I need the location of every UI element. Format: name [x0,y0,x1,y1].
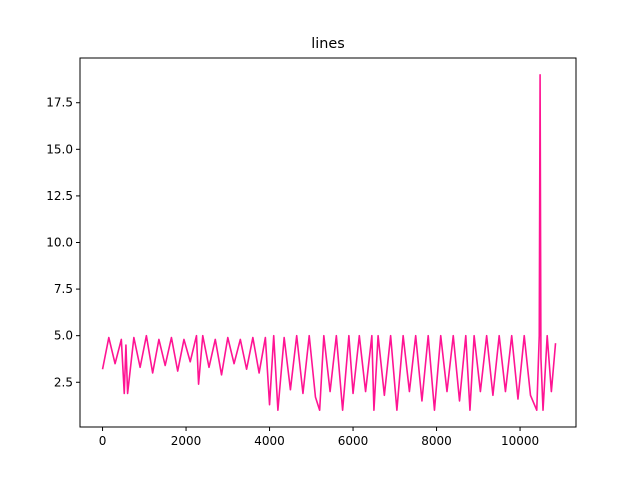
x-tick-label: 0 [99,434,107,448]
chart-title: lines [311,36,344,52]
plot-area [101,73,557,412]
y-tick-label: 17.5 [46,96,73,110]
x-tick-label: 8000 [421,434,452,448]
x-tick-label: 4000 [254,434,285,448]
series-line-0 [101,73,557,412]
y-tick-label: 2.5 [54,375,73,389]
y-tick-label: 5.0 [54,329,73,343]
x-tick-label: 10000 [501,434,539,448]
y-axis: 2.5 5.0 7.5 10.0 12.5 15.0 17.5 [46,96,80,389]
y-tick-label: 15.0 [46,142,73,156]
x-axis: 0 2000 4000 6000 8000 10000 [99,427,539,448]
y-tick-label: 12.5 [46,189,73,203]
x-tick-label: 6000 [338,434,369,448]
x-tick-label: 2000 [171,434,202,448]
y-tick-label: 7.5 [54,282,73,296]
y-tick-label: 10.0 [46,236,73,250]
